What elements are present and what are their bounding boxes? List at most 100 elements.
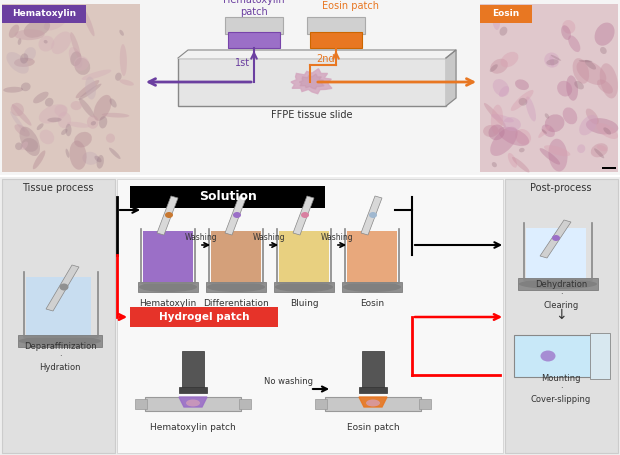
Bar xyxy=(342,282,402,292)
Ellipse shape xyxy=(18,38,22,45)
Ellipse shape xyxy=(120,80,134,86)
Ellipse shape xyxy=(40,130,54,144)
Ellipse shape xyxy=(120,44,127,76)
Ellipse shape xyxy=(39,104,68,123)
Ellipse shape xyxy=(500,27,507,35)
Ellipse shape xyxy=(76,80,99,98)
Bar xyxy=(480,4,618,172)
Ellipse shape xyxy=(544,52,559,68)
Ellipse shape xyxy=(563,107,577,124)
Ellipse shape xyxy=(115,73,122,81)
Bar xyxy=(225,17,283,34)
Ellipse shape xyxy=(71,101,82,110)
Bar xyxy=(26,277,91,337)
Bar xyxy=(526,228,586,280)
Ellipse shape xyxy=(66,149,69,158)
Ellipse shape xyxy=(577,144,585,153)
Ellipse shape xyxy=(22,138,38,152)
Bar xyxy=(274,282,334,292)
Text: Hematoxylin patch: Hematoxylin patch xyxy=(150,424,236,433)
Ellipse shape xyxy=(541,350,556,362)
Ellipse shape xyxy=(275,282,333,292)
Ellipse shape xyxy=(21,82,30,91)
Bar xyxy=(505,179,618,453)
Ellipse shape xyxy=(19,336,101,346)
Polygon shape xyxy=(157,196,178,235)
Ellipse shape xyxy=(369,212,377,218)
Ellipse shape xyxy=(97,155,104,169)
Ellipse shape xyxy=(24,47,36,61)
Text: Differentiation: Differentiation xyxy=(203,298,269,308)
Ellipse shape xyxy=(546,59,559,65)
Ellipse shape xyxy=(549,139,567,172)
Ellipse shape xyxy=(493,79,509,96)
Bar xyxy=(325,397,421,411)
Text: Tissue process: Tissue process xyxy=(22,183,94,193)
Text: Washing: Washing xyxy=(321,233,353,242)
Bar xyxy=(130,307,278,327)
Bar xyxy=(0,0,620,175)
Bar xyxy=(117,179,503,453)
Ellipse shape xyxy=(20,53,29,64)
Ellipse shape xyxy=(557,81,572,96)
Ellipse shape xyxy=(574,81,584,90)
Bar xyxy=(359,387,387,393)
Ellipse shape xyxy=(512,157,529,172)
Bar xyxy=(130,186,325,208)
Ellipse shape xyxy=(6,52,29,74)
Ellipse shape xyxy=(511,90,534,111)
Bar xyxy=(138,282,198,292)
Ellipse shape xyxy=(74,58,90,75)
Ellipse shape xyxy=(70,32,81,59)
Polygon shape xyxy=(293,196,314,235)
Ellipse shape xyxy=(15,142,22,150)
Ellipse shape xyxy=(562,20,575,34)
Text: Post-process: Post-process xyxy=(530,183,591,193)
Text: 2nd: 2nd xyxy=(317,54,335,64)
Ellipse shape xyxy=(578,60,592,62)
Ellipse shape xyxy=(577,60,606,85)
Ellipse shape xyxy=(538,125,551,138)
Ellipse shape xyxy=(490,59,508,74)
Text: Eosin patch: Eosin patch xyxy=(322,1,378,11)
Bar xyxy=(182,351,204,389)
Ellipse shape xyxy=(51,31,71,54)
Bar xyxy=(279,231,329,283)
Bar xyxy=(2,5,86,23)
Ellipse shape xyxy=(591,143,608,157)
Ellipse shape xyxy=(70,51,82,66)
Ellipse shape xyxy=(491,114,514,122)
Text: Eosin patch: Eosin patch xyxy=(347,424,399,433)
Ellipse shape xyxy=(14,29,45,40)
Polygon shape xyxy=(179,397,207,407)
Bar xyxy=(2,4,140,172)
Ellipse shape xyxy=(24,20,50,38)
Ellipse shape xyxy=(207,282,265,292)
Ellipse shape xyxy=(60,283,68,290)
Ellipse shape xyxy=(489,125,505,140)
Polygon shape xyxy=(540,220,571,258)
Bar xyxy=(135,399,147,409)
Text: Solution: Solution xyxy=(199,191,257,203)
Ellipse shape xyxy=(596,123,618,139)
Ellipse shape xyxy=(498,127,529,146)
Ellipse shape xyxy=(38,36,54,51)
Bar xyxy=(518,278,598,290)
Ellipse shape xyxy=(10,111,25,132)
Ellipse shape xyxy=(519,279,597,289)
Text: Hydrogel patch: Hydrogel patch xyxy=(159,312,249,322)
Ellipse shape xyxy=(597,80,613,94)
Ellipse shape xyxy=(14,58,35,67)
Ellipse shape xyxy=(366,399,380,406)
Ellipse shape xyxy=(542,129,547,134)
Ellipse shape xyxy=(43,40,48,44)
Bar xyxy=(143,231,193,283)
Ellipse shape xyxy=(595,23,614,46)
Ellipse shape xyxy=(491,105,503,135)
Ellipse shape xyxy=(492,9,500,30)
Polygon shape xyxy=(178,50,456,58)
Polygon shape xyxy=(299,74,324,89)
Ellipse shape xyxy=(33,91,48,103)
Ellipse shape xyxy=(343,282,401,292)
Ellipse shape xyxy=(94,156,102,162)
